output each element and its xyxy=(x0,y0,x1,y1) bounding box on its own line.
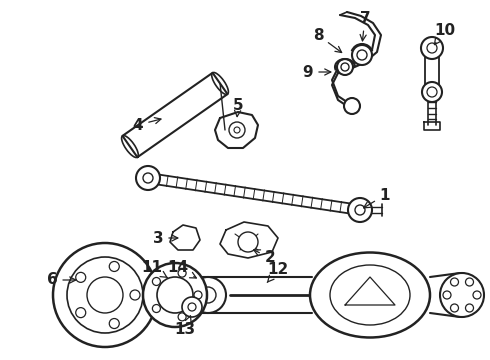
Text: 11: 11 xyxy=(142,261,168,278)
Text: 12: 12 xyxy=(267,262,289,283)
Circle shape xyxy=(355,205,365,215)
Circle shape xyxy=(421,37,443,59)
Circle shape xyxy=(178,313,186,321)
Circle shape xyxy=(190,277,226,313)
Circle shape xyxy=(53,243,157,347)
Text: 10: 10 xyxy=(435,23,456,45)
Circle shape xyxy=(473,291,481,299)
Circle shape xyxy=(109,319,119,329)
Circle shape xyxy=(178,269,186,277)
Circle shape xyxy=(348,198,372,222)
Text: 8: 8 xyxy=(313,27,342,53)
Circle shape xyxy=(143,263,207,327)
Circle shape xyxy=(234,127,240,133)
Circle shape xyxy=(427,43,437,53)
Circle shape xyxy=(76,308,86,318)
Circle shape xyxy=(341,63,349,71)
Circle shape xyxy=(194,291,202,299)
Circle shape xyxy=(466,278,473,286)
Circle shape xyxy=(143,173,153,183)
Circle shape xyxy=(67,257,143,333)
Text: 13: 13 xyxy=(174,316,196,338)
Text: 1: 1 xyxy=(364,188,390,208)
Text: 3: 3 xyxy=(153,230,178,246)
Text: 5: 5 xyxy=(233,98,244,117)
Ellipse shape xyxy=(310,252,430,338)
Text: 7: 7 xyxy=(360,10,370,41)
Circle shape xyxy=(357,50,367,60)
Circle shape xyxy=(422,82,442,102)
Text: 14: 14 xyxy=(168,261,196,278)
Circle shape xyxy=(443,291,451,299)
Circle shape xyxy=(76,273,86,282)
Circle shape xyxy=(188,303,196,311)
Circle shape xyxy=(109,261,119,271)
Text: 2: 2 xyxy=(254,250,275,266)
Circle shape xyxy=(337,59,353,75)
Circle shape xyxy=(152,278,160,285)
Bar xyxy=(430,277,460,313)
Circle shape xyxy=(466,304,473,312)
Circle shape xyxy=(87,277,123,313)
Circle shape xyxy=(152,305,160,312)
Circle shape xyxy=(130,290,140,300)
Circle shape xyxy=(157,277,193,313)
Circle shape xyxy=(440,273,484,317)
Text: 4: 4 xyxy=(133,117,161,132)
Circle shape xyxy=(450,278,459,286)
Circle shape xyxy=(427,87,437,97)
Circle shape xyxy=(344,98,360,114)
Circle shape xyxy=(200,287,216,303)
Text: 6: 6 xyxy=(47,273,76,288)
Circle shape xyxy=(136,166,160,190)
Circle shape xyxy=(229,122,245,138)
Circle shape xyxy=(182,297,202,317)
Text: 9: 9 xyxy=(303,64,331,80)
Bar xyxy=(300,277,330,313)
Circle shape xyxy=(352,45,372,65)
Circle shape xyxy=(450,304,459,312)
Circle shape xyxy=(238,232,258,252)
